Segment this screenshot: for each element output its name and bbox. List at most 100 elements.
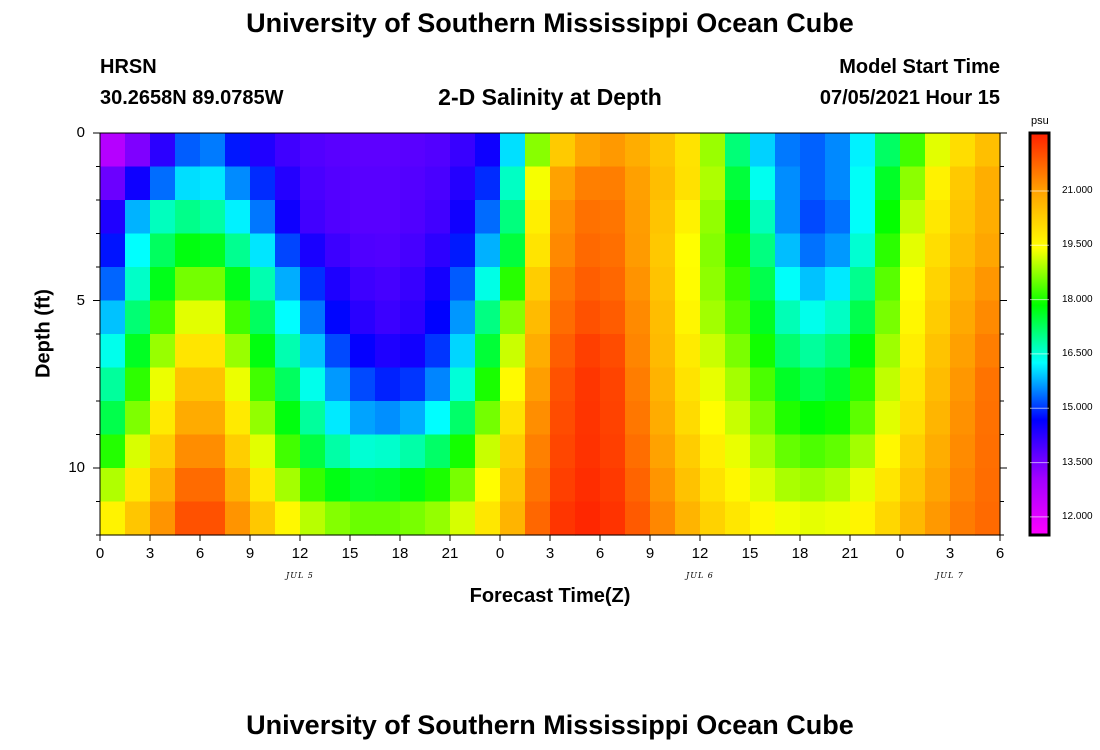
heatmap-cell — [350, 334, 376, 369]
heatmap-cell — [250, 267, 276, 302]
heatmap-cell — [300, 468, 326, 503]
heatmap-cell — [175, 267, 201, 302]
heatmap-cell — [275, 468, 301, 503]
heatmap-cell — [125, 233, 151, 268]
heatmap-cell — [875, 367, 901, 402]
heatmap-cell — [725, 166, 751, 201]
heatmap-cell — [500, 334, 526, 369]
heatmap-cell — [975, 267, 1001, 302]
heatmap-cell — [850, 200, 876, 235]
heatmap-cell — [425, 434, 451, 469]
heatmap-cell — [425, 133, 451, 168]
heatmap-cell — [500, 200, 526, 235]
heatmap-cell — [925, 501, 951, 536]
heatmap-cell — [525, 367, 551, 402]
heatmap-cell — [950, 300, 976, 335]
heatmap-cell — [625, 367, 651, 402]
heatmap-cell — [300, 434, 326, 469]
heatmap-cell — [275, 434, 301, 469]
heatmap-cell — [800, 468, 826, 503]
heatmap-cell — [900, 501, 926, 536]
heatmap-cell — [525, 501, 551, 536]
heatmap-cell — [450, 133, 476, 168]
heatmap-cell — [550, 334, 576, 369]
heatmap-cell — [425, 233, 451, 268]
heatmap-cell — [250, 334, 276, 369]
heatmap-cell — [875, 334, 901, 369]
x-tick-label: 6 — [595, 545, 605, 562]
heatmap-cell — [925, 367, 951, 402]
heatmap-cell — [275, 334, 301, 369]
heatmap-cell — [875, 133, 901, 168]
heatmap-cell — [525, 233, 551, 268]
heatmap-cell — [650, 200, 676, 235]
heatmap-cell — [550, 468, 576, 503]
heatmap-cell — [150, 468, 176, 503]
heatmap-cell — [675, 267, 701, 302]
heatmap-cell — [975, 401, 1001, 436]
heatmap-cell — [400, 200, 426, 235]
heatmap-cell — [975, 501, 1001, 536]
heatmap-cell — [600, 166, 626, 201]
heatmap-cell — [425, 334, 451, 369]
heatmap-cell — [500, 233, 526, 268]
heatmap-cell — [325, 367, 351, 402]
heatmap-cell — [400, 334, 426, 369]
heatmap-cell — [450, 401, 476, 436]
heatmap-cell — [900, 367, 926, 402]
heatmap-cell — [875, 501, 901, 536]
heatmap-cell — [100, 501, 126, 536]
heatmap-cell — [925, 267, 951, 302]
heatmap-cell — [775, 434, 801, 469]
heatmap-cell — [100, 233, 126, 268]
heatmap-cell — [850, 233, 876, 268]
heatmap-cell — [450, 300, 476, 335]
heatmap-cell — [575, 367, 601, 402]
heatmap-cell — [225, 468, 251, 503]
heatmap-cell — [800, 434, 826, 469]
heatmap-cell — [400, 300, 426, 335]
heatmap-cell — [125, 367, 151, 402]
heatmap-cell — [275, 166, 301, 201]
heatmap-cell — [700, 367, 726, 402]
heatmap-cell — [600, 300, 626, 335]
y-tick-label: 10 — [68, 459, 85, 476]
heatmap-cell — [375, 501, 401, 536]
heatmap-cell — [825, 300, 851, 335]
heatmap-cell — [700, 434, 726, 469]
heatmap-cell — [275, 233, 301, 268]
heatmap-cell — [275, 300, 301, 335]
heatmap-cell — [200, 468, 226, 503]
heatmap-cell — [300, 233, 326, 268]
heatmap-cell — [975, 166, 1001, 201]
heatmap-cell — [550, 367, 576, 402]
heatmap-cell — [225, 166, 251, 201]
heatmap-cell — [675, 501, 701, 536]
station-coordinates: 30.2658N 89.0785W — [100, 87, 284, 109]
x-tick-label: 9 — [645, 545, 655, 562]
heatmap-cell — [375, 200, 401, 235]
heatmap-cell — [525, 468, 551, 503]
heatmap-cell — [600, 334, 626, 369]
heatmap-cell — [500, 133, 526, 168]
heatmap-cell — [825, 133, 851, 168]
heatmap-cell — [650, 367, 676, 402]
heatmap-cell — [800, 367, 826, 402]
colorbar-unit: psu — [1031, 115, 1049, 127]
heatmap-cell — [800, 133, 826, 168]
heatmap-cell — [575, 166, 601, 201]
heatmap-cell — [175, 367, 201, 402]
heatmap-cell — [650, 501, 676, 536]
heatmap-cell — [800, 401, 826, 436]
heatmap-cell — [925, 300, 951, 335]
x-tick-label: 12 — [691, 545, 709, 562]
heatmap-cell — [775, 233, 801, 268]
heatmap-cell — [125, 468, 151, 503]
heatmap-cell — [200, 300, 226, 335]
heatmap-cell — [300, 401, 326, 436]
heatmap-cell — [550, 401, 576, 436]
heatmap-cell — [325, 300, 351, 335]
heatmap-cell — [925, 200, 951, 235]
heatmap-cell — [325, 468, 351, 503]
heatmap-cell — [725, 233, 751, 268]
